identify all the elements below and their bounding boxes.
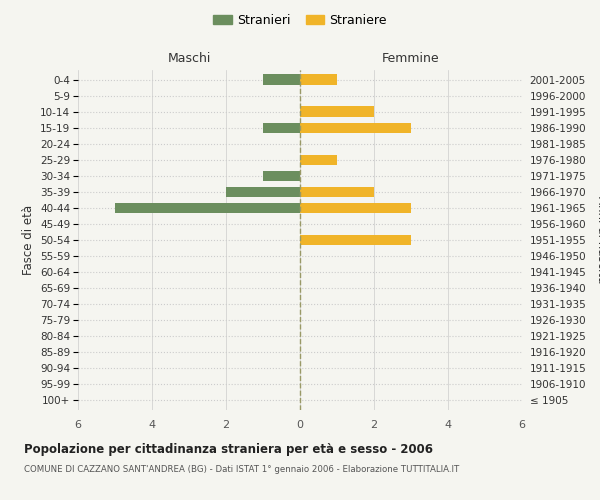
Bar	[300, 235, 411, 245]
Bar	[263, 74, 300, 85]
Y-axis label: Fasce di età: Fasce di età	[22, 205, 35, 275]
Bar	[300, 186, 374, 197]
Legend: Stranieri, Straniere: Stranieri, Straniere	[208, 8, 392, 32]
Bar	[263, 170, 300, 181]
Bar	[300, 202, 411, 213]
Text: Maschi: Maschi	[167, 52, 211, 65]
Bar	[300, 106, 374, 117]
Bar	[300, 74, 337, 85]
Bar	[300, 154, 337, 165]
Y-axis label: Anni di nascita: Anni di nascita	[595, 196, 600, 284]
Bar	[263, 122, 300, 133]
Text: COMUNE DI CAZZANO SANT'ANDREA (BG) - Dati ISTAT 1° gennaio 2006 - Elaborazione T: COMUNE DI CAZZANO SANT'ANDREA (BG) - Dat…	[24, 465, 459, 474]
Text: Femmine: Femmine	[382, 52, 440, 65]
Text: Popolazione per cittadinanza straniera per età e sesso - 2006: Popolazione per cittadinanza straniera p…	[24, 442, 433, 456]
Bar	[300, 122, 411, 133]
Bar	[115, 202, 300, 213]
Bar	[226, 186, 300, 197]
